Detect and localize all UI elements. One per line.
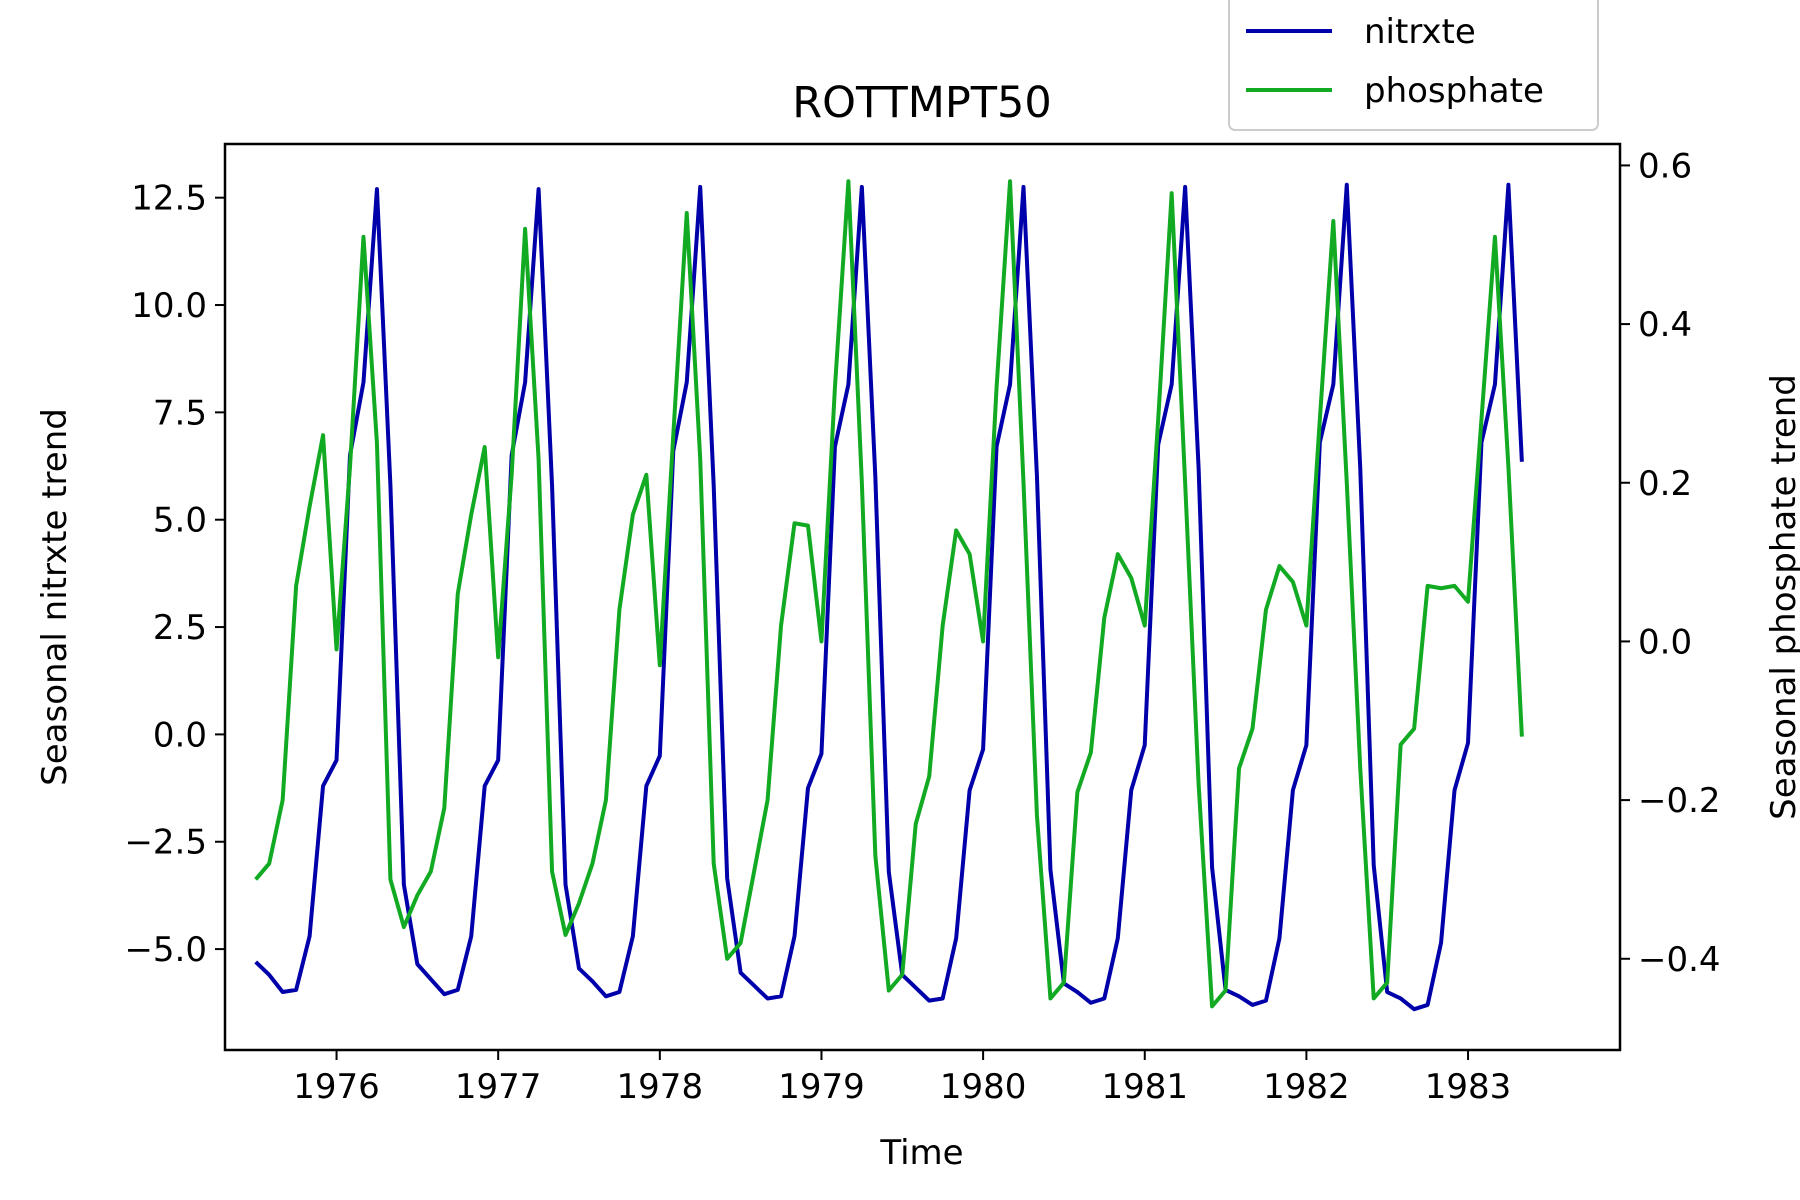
x-tick-label-1980: 1980 [940,1067,1027,1107]
chart-title: ROTTMPT50 [792,78,1052,128]
x-tick-label-1979: 1979 [778,1067,865,1107]
series-line-phosphate [254,179,1524,1009]
series-layer [254,179,1524,1012]
y-left-tick-label-5: 7.5 [153,393,207,433]
x-tick-label-1978: 1978 [617,1067,704,1107]
y-left-tick-label-6: 10.0 [131,286,207,326]
y-left-tick-label-3: 2.5 [153,608,207,648]
series-line-nitrxte [254,182,1524,1012]
y-axis-right-label: Seasonal phosphate trend [1764,374,1800,820]
y-left-tick-label-7: 12.5 [131,179,207,219]
y-axis-left-label: Seasonal nitrxte trend [35,408,75,786]
y-right-tick-label-0: −0.4 [1638,940,1721,980]
x-axis: 1976 1977 1978 1979 1980 1981 1982 1983 [293,1050,1511,1107]
y-left-tick-label-2: 0.0 [153,715,207,755]
plot-frame [223,142,1622,1052]
y-right-tick-label-3: 0.2 [1638,464,1692,504]
x-tick-label-1977: 1977 [455,1067,542,1107]
y-left-tick-label-4: 5.0 [153,501,207,541]
x-tick-label-1983: 1983 [1425,1067,1512,1107]
y-right-tick-label-5: 0.6 [1638,146,1692,186]
y-axis-left: −5.0 −2.5 0.0 2.5 5.0 7.5 10.0 12.5 [124,179,225,970]
legend: nitrxte phosphate [1228,0,1599,131]
legend-label-nitrxte: nitrxte [1364,12,1476,52]
x-tick-label-1982: 1982 [1263,1067,1350,1107]
y-left-tick-label-1: −2.5 [124,823,207,863]
y-left-tick-label-0: −5.0 [124,930,207,970]
legend-label-phosphate: phosphate [1364,71,1544,111]
y-axis-right: −0.4 −0.2 0.0 0.2 0.4 0.6 [1620,146,1721,980]
y-right-tick-label-4: 0.4 [1638,305,1692,345]
y-right-tick-label-2: 0.0 [1638,622,1692,662]
x-tick-label-1981: 1981 [1101,1067,1188,1107]
x-axis-label: Time [879,1133,963,1173]
y-right-tick-label-1: −0.2 [1638,781,1721,821]
x-tick-label-1976: 1976 [293,1067,380,1107]
